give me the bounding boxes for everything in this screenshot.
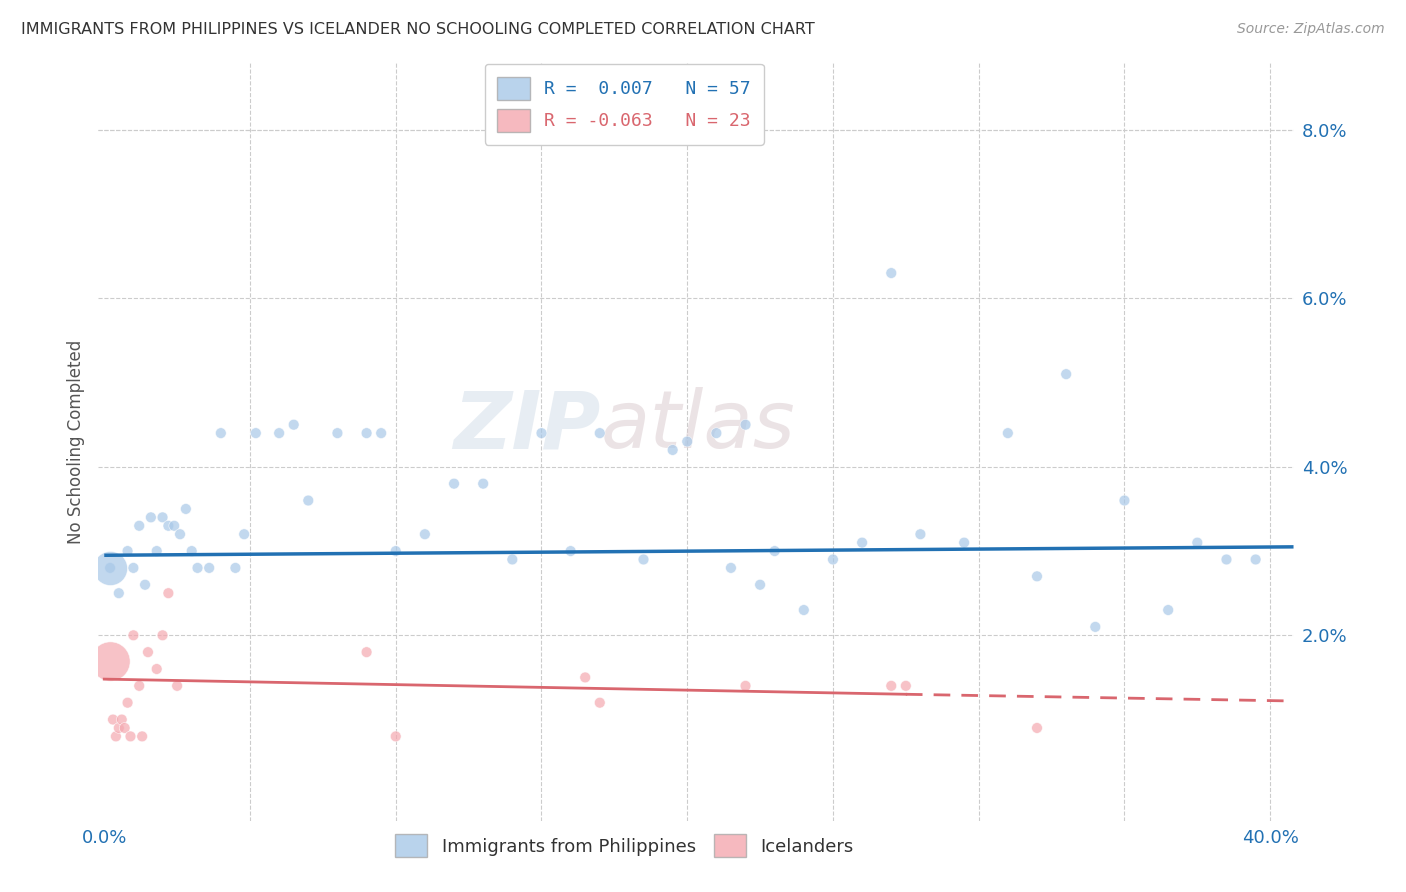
Point [706, 426, 728, 441]
Point [101, 713, 124, 727]
Point [661, 442, 683, 457]
Point [98, 561, 121, 575]
Point [134, 578, 156, 592]
Point [131, 730, 153, 744]
Point [589, 426, 612, 441]
Point [152, 510, 174, 524]
Point [120, 730, 142, 744]
Point [145, 544, 167, 558]
Point [108, 721, 131, 735]
Point [997, 426, 1019, 441]
Point [122, 561, 145, 575]
Point [180, 544, 202, 558]
Point [326, 426, 349, 441]
Legend: Immigrants from Philippines, Icelanders: Immigrants from Philippines, Icelanders [388, 827, 860, 864]
Point [169, 527, 191, 541]
Point [501, 552, 523, 566]
Text: IMMIGRANTS FROM PHILIPPINES VS ICELANDER NO SCHOOLING COMPLETED CORRELATION CHAR: IMMIGRANTS FROM PHILIPPINES VS ICELANDER… [21, 22, 815, 37]
Point [166, 679, 188, 693]
Point [851, 535, 873, 549]
Point [530, 426, 553, 441]
Text: atlas: atlas [600, 387, 796, 466]
Point [1084, 620, 1107, 634]
Text: ZIP: ZIP [453, 387, 600, 466]
Point [880, 266, 903, 280]
Text: Source: ZipAtlas.com: Source: ZipAtlas.com [1237, 22, 1385, 37]
Point [734, 679, 756, 693]
Point [1157, 603, 1180, 617]
Point [1026, 721, 1049, 735]
Point [356, 645, 378, 659]
Point [880, 679, 903, 693]
Point [104, 730, 127, 744]
Point [157, 518, 180, 533]
Point [384, 544, 406, 558]
Point [894, 679, 917, 693]
Point [163, 518, 186, 533]
Point [245, 426, 267, 441]
Point [443, 476, 465, 491]
Y-axis label: No Schooling Completed: No Schooling Completed [66, 340, 84, 543]
Point [136, 645, 159, 659]
Point [122, 628, 145, 642]
Point [233, 527, 256, 541]
Point [560, 544, 582, 558]
Point [114, 721, 136, 735]
Point [574, 670, 596, 684]
Point [1215, 552, 1237, 566]
Point [209, 426, 232, 441]
Point [793, 603, 815, 617]
Point [413, 527, 436, 541]
Point [128, 518, 150, 533]
Point [676, 434, 699, 449]
Point [953, 535, 976, 549]
Point [98, 561, 121, 575]
Point [139, 510, 162, 524]
Point [370, 426, 392, 441]
Point [157, 586, 180, 600]
Point [117, 544, 139, 558]
Point [283, 417, 305, 432]
Point [472, 476, 495, 491]
Point [297, 493, 319, 508]
Point [1114, 493, 1136, 508]
Point [224, 561, 246, 575]
Point [910, 527, 932, 541]
Point [108, 586, 131, 600]
Point [763, 544, 786, 558]
Point [589, 696, 612, 710]
Point [720, 561, 742, 575]
Point [1054, 367, 1077, 381]
Point [1244, 552, 1267, 566]
Point [117, 696, 139, 710]
Point [821, 552, 844, 566]
Point [633, 552, 655, 566]
Point [269, 426, 291, 441]
Point [1026, 569, 1049, 583]
Point [145, 662, 167, 676]
Point [98, 654, 121, 668]
Point [356, 426, 378, 441]
Point [198, 561, 221, 575]
Point [128, 679, 150, 693]
Point [1187, 535, 1209, 549]
Point [384, 730, 406, 744]
Point [749, 578, 772, 592]
Point [734, 417, 756, 432]
Point [174, 502, 197, 516]
Point [111, 713, 134, 727]
Point [152, 628, 174, 642]
Point [186, 561, 208, 575]
